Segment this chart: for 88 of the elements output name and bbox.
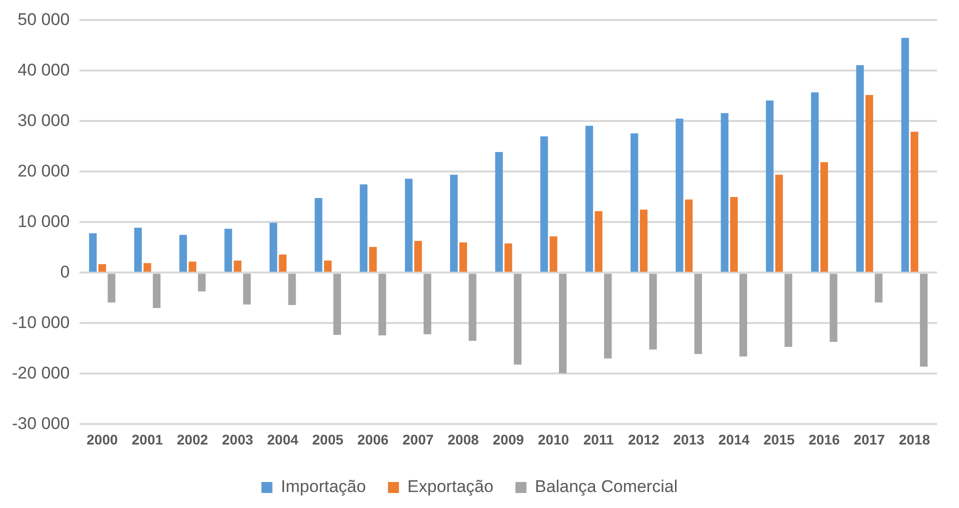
y-tick-label: 50 000 [18,10,70,29]
bar [830,274,838,342]
bar [775,174,783,272]
x-tick-label: 2018 [898,431,930,448]
bar [910,132,918,272]
bar [540,136,548,272]
bar [144,263,152,272]
bar [270,222,278,272]
y-tick-label: -10 000 [12,312,70,332]
bar [856,65,864,272]
x-tick-label: 2007 [402,431,434,448]
x-tick-label: 2014 [718,431,750,448]
y-tick-label: 0 [60,262,70,282]
bar [730,196,738,272]
x-tick-label: 2011 [583,431,614,448]
bar [676,118,684,272]
bar [720,113,728,272]
y-tick-label: 30 000 [18,110,70,130]
bar [811,92,819,272]
bar [378,274,386,336]
bar [179,234,187,272]
bar [649,274,657,350]
x-tick-label: 2006 [357,431,389,448]
x-tick-label: 2015 [763,431,795,448]
x-tick-label: 2010 [538,431,570,448]
x-tick-label: 2002 [176,431,208,448]
bar [784,274,792,347]
bar [459,242,468,272]
x-tick-label: 2003 [222,431,254,448]
bar [369,246,377,272]
bar [224,228,232,272]
x-tick-label: 2016 [808,431,840,448]
y-tick-label: 40 000 [18,60,70,80]
bar [324,260,332,272]
bar [640,210,648,272]
bar [558,274,567,374]
bar [685,199,693,272]
bar [468,274,476,341]
bar [766,100,774,272]
bar [98,264,106,272]
bar [198,274,206,292]
x-tick-label: 2005 [312,431,344,448]
bar [495,152,503,272]
bar [901,38,909,272]
bar [404,178,413,272]
bar [820,162,828,272]
bar [594,211,602,272]
bar [865,94,874,272]
bar [585,126,594,272]
x-tick-label: 2004 [267,431,298,448]
x-tick-label: 2008 [448,431,479,448]
bar [550,236,558,272]
legend-label: Importação [280,477,366,496]
bar [424,274,432,334]
x-tick-label: 2012 [628,431,660,448]
bar [450,174,458,272]
legend-label: Balança Comercial [534,477,678,496]
bar [243,274,251,305]
bar [314,198,322,272]
bar [604,274,612,359]
bar [694,274,702,354]
bar [360,184,368,272]
bar [152,274,160,308]
bar [739,274,748,357]
bar [514,274,522,365]
bar [414,240,422,272]
x-tick-label: 2013 [673,431,705,448]
x-tick-label: 2009 [492,431,524,448]
bar [920,274,928,367]
bar [333,274,341,335]
x-tick-label: 2017 [854,431,886,448]
bar [278,254,287,272]
bar [234,260,242,272]
bar [89,233,97,272]
y-tick-label: 10 000 [18,212,70,231]
legend-label: Exportação [407,477,494,496]
x-tick-label: 2001 [132,431,164,448]
y-tick-label: -20 000 [12,363,70,382]
y-tick-label: -30 000 [12,414,70,433]
bar [630,133,638,272]
bar [504,243,512,272]
y-tick-label: 20 000 [18,161,70,180]
bar [134,228,142,272]
x-tick-label: 2000 [86,431,118,448]
bar [188,262,196,272]
bar [288,274,296,306]
bar [108,274,116,302]
bar [874,274,882,302]
